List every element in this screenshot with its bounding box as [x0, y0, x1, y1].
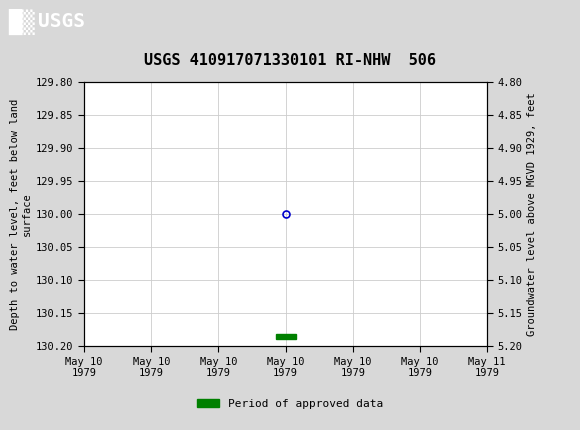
Text: USGS 410917071330101 RI-NHW  506: USGS 410917071330101 RI-NHW 506 [144, 53, 436, 68]
Legend: Period of approved data: Period of approved data [193, 395, 387, 414]
Bar [276, 334, 296, 339]
Y-axis label: Groundwater level above MGVD 1929, feet: Groundwater level above MGVD 1929, feet [527, 92, 536, 336]
Text: USGS: USGS [38, 12, 85, 31]
Text: █▒: █▒ [9, 9, 35, 35]
Y-axis label: Depth to water level, feet below land
surface: Depth to water level, feet below land su… [10, 98, 32, 329]
